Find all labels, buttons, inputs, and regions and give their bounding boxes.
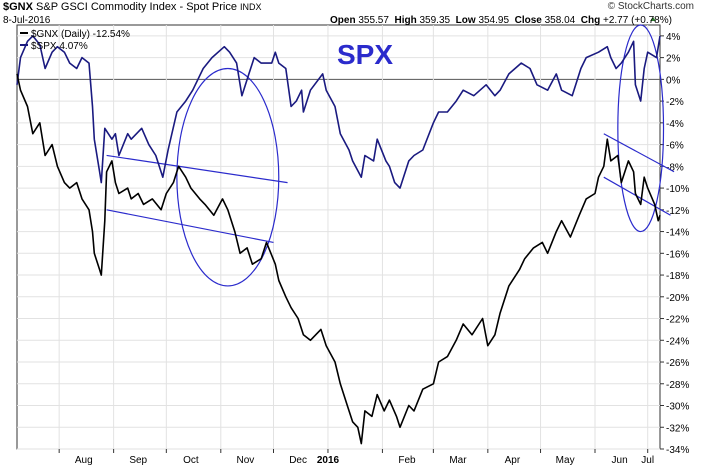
annotation-trendline-3: [603, 133, 675, 173]
series-layer: [16, 35, 661, 445]
open-label: Open: [330, 15, 356, 26]
x-tick-label: Sep: [129, 455, 147, 466]
y-tick-label: -32%: [666, 423, 689, 434]
x-tick-label: Dec: [289, 455, 307, 466]
y-tick-label: -10%: [666, 184, 689, 195]
instrument-name: S&P GSCI Commodity Index - Spot Price: [36, 1, 237, 13]
annotation-trendline-2: [106, 209, 274, 244]
chg-value: +2.77 (+0.78%): [603, 15, 672, 26]
chart-title: $GNX S&P GSCI Commodity Index - Spot Pri…: [3, 1, 262, 13]
up-arrow-icon: [650, 17, 656, 21]
gnx-line: [16, 73, 661, 445]
annotations: [106, 24, 675, 287]
low-value: 354.95: [478, 15, 510, 26]
y-tick-label: 0%: [666, 75, 681, 86]
low-label: Low: [455, 15, 476, 26]
grid-layer: [17, 25, 660, 450]
x-tick-label: Aug: [75, 455, 93, 466]
x-tick-label: Jun: [612, 455, 628, 466]
x-tick-label: Mar: [449, 455, 467, 466]
y-tick-label: -2%: [666, 97, 684, 108]
y-tick-label: -8%: [666, 162, 684, 173]
legend-label-spx: $SPX 4.07%: [31, 41, 88, 52]
high-label: High: [394, 15, 417, 26]
x-tick-label: Jul: [641, 455, 654, 466]
y-tick-label: -18%: [666, 271, 689, 282]
x-tick-label: Apr: [505, 455, 521, 466]
spx-annotation-text: SPX: [337, 39, 393, 70]
y-tick-label: -4%: [666, 119, 684, 130]
x-axis: Aug Sep Oct Nov Dec 2016 Feb Mar Apr May Jun Jul: [58, 449, 654, 466]
open-value: 355.57: [358, 15, 389, 26]
x-tick-label: May: [556, 455, 575, 466]
y-tick-label: -22%: [666, 315, 689, 326]
y-tick-label: -20%: [666, 293, 689, 304]
ohlc-readout: Open 355.57 High 359.35 Low 354.95 Close…: [330, 15, 672, 26]
y-axis: 4% 2% 0% -2% -4% -6% -8% -10% -12% -14% -16% -18% -2…: [660, 32, 689, 456]
y-tick-label: -14%: [666, 228, 689, 239]
y-tick-label: -12%: [666, 206, 689, 217]
exchange: INDX: [240, 2, 262, 12]
x-tick-label: Oct: [183, 455, 199, 466]
close-label: Close: [514, 15, 542, 26]
annotation-ellipse-1: [176, 67, 280, 287]
legend: $GNX (Daily) -12.54% $SPX 4.07%: [20, 29, 130, 52]
symbol: $GNX: [3, 1, 33, 13]
high-value: 359.35: [419, 15, 451, 26]
y-tick-label: -16%: [666, 249, 689, 260]
close-value: 358.04: [544, 15, 576, 26]
x-tick-label: Feb: [398, 455, 416, 466]
chart-date: 8-Jul-2016: [3, 15, 51, 26]
chg-label: Chg: [580, 15, 601, 26]
y-tick-label: 2%: [666, 54, 681, 65]
spx-line: [16, 35, 661, 189]
x-tick-label: Nov: [236, 455, 254, 466]
x-tick-label: 2016: [317, 455, 340, 466]
y-tick-label: -6%: [666, 141, 684, 152]
watermark: © StockCharts.com: [607, 1, 694, 12]
y-tick-label: -34%: [666, 445, 689, 456]
annotation-ellipse-2: [617, 24, 665, 233]
y-tick-label: -30%: [666, 402, 689, 413]
y-tick-label: -26%: [666, 358, 689, 369]
y-tick-label: -28%: [666, 380, 689, 391]
annotation-trendline-1: [106, 154, 288, 184]
legend-label-gnx: $GNX (Daily) -12.54%: [31, 29, 130, 40]
y-tick-label: 4%: [666, 32, 681, 43]
y-tick-label: -24%: [666, 336, 689, 347]
